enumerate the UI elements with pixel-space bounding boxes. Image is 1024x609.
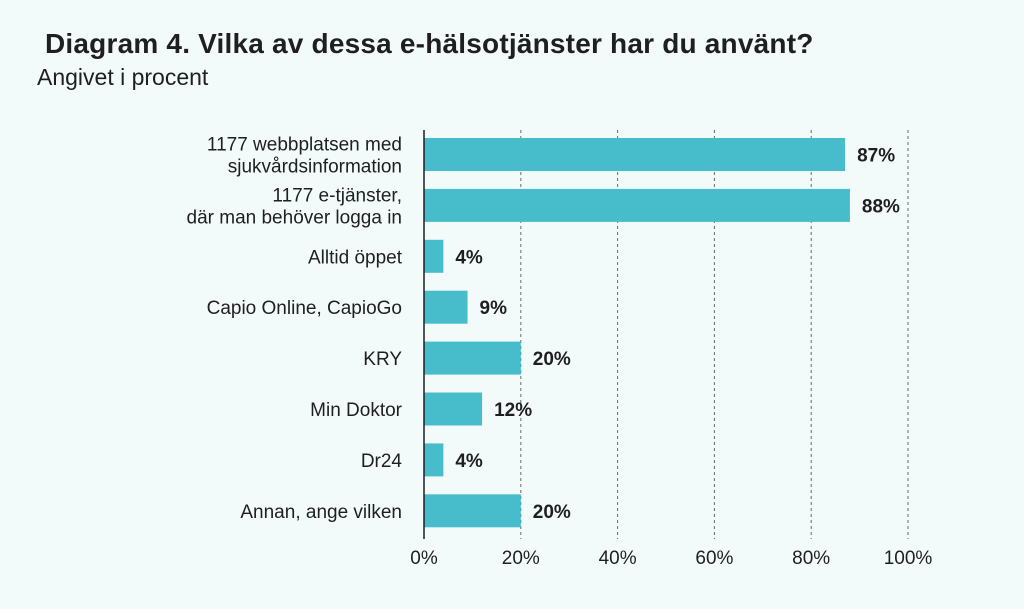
category-label: 1177 e-tjänster,: [272, 185, 402, 206]
chart-title: Diagram 4. Vilka av dessa e-hälsotjänste…: [45, 28, 814, 59]
value-label: 4%: [455, 247, 483, 268]
x-tick-label: 60%: [695, 548, 733, 569]
bar: [424, 188, 850, 222]
bar: [424, 341, 521, 375]
category-label: Alltid öppet: [308, 247, 403, 268]
bar: [424, 443, 444, 477]
x-tick-label: 20%: [502, 548, 540, 569]
x-tick-label: 80%: [792, 548, 830, 569]
value-label: 9%: [480, 298, 508, 319]
bar: [424, 138, 846, 171]
bar: [424, 290, 468, 324]
x-tick-label: 100%: [884, 548, 933, 569]
category-label: Annan, ange vilken: [240, 502, 402, 523]
value-label: 20%: [533, 349, 571, 370]
chart-subtitle: Angivet i procent: [37, 64, 209, 90]
value-label: 88%: [862, 196, 900, 217]
x-tick-label: 40%: [599, 548, 637, 569]
category-label: 1177 webbplatsen med: [207, 135, 402, 156]
x-tick-label: 0%: [410, 548, 438, 569]
category-label: KRY: [363, 349, 402, 370]
category-label: Capio Online, CapioGo: [207, 298, 402, 319]
value-label: 87%: [857, 146, 895, 167]
category-label: Min Doktor: [310, 400, 403, 421]
category-label: sjukvårdsinformation: [228, 157, 402, 178]
bar: [424, 494, 521, 528]
bar: [424, 392, 483, 426]
value-label: 20%: [533, 502, 571, 523]
category-label: Dr24: [361, 451, 403, 472]
value-label: 12%: [494, 400, 532, 421]
bar: [424, 239, 444, 273]
category-label: där man behöver logga in: [187, 207, 402, 228]
value-label: 4%: [455, 451, 483, 472]
